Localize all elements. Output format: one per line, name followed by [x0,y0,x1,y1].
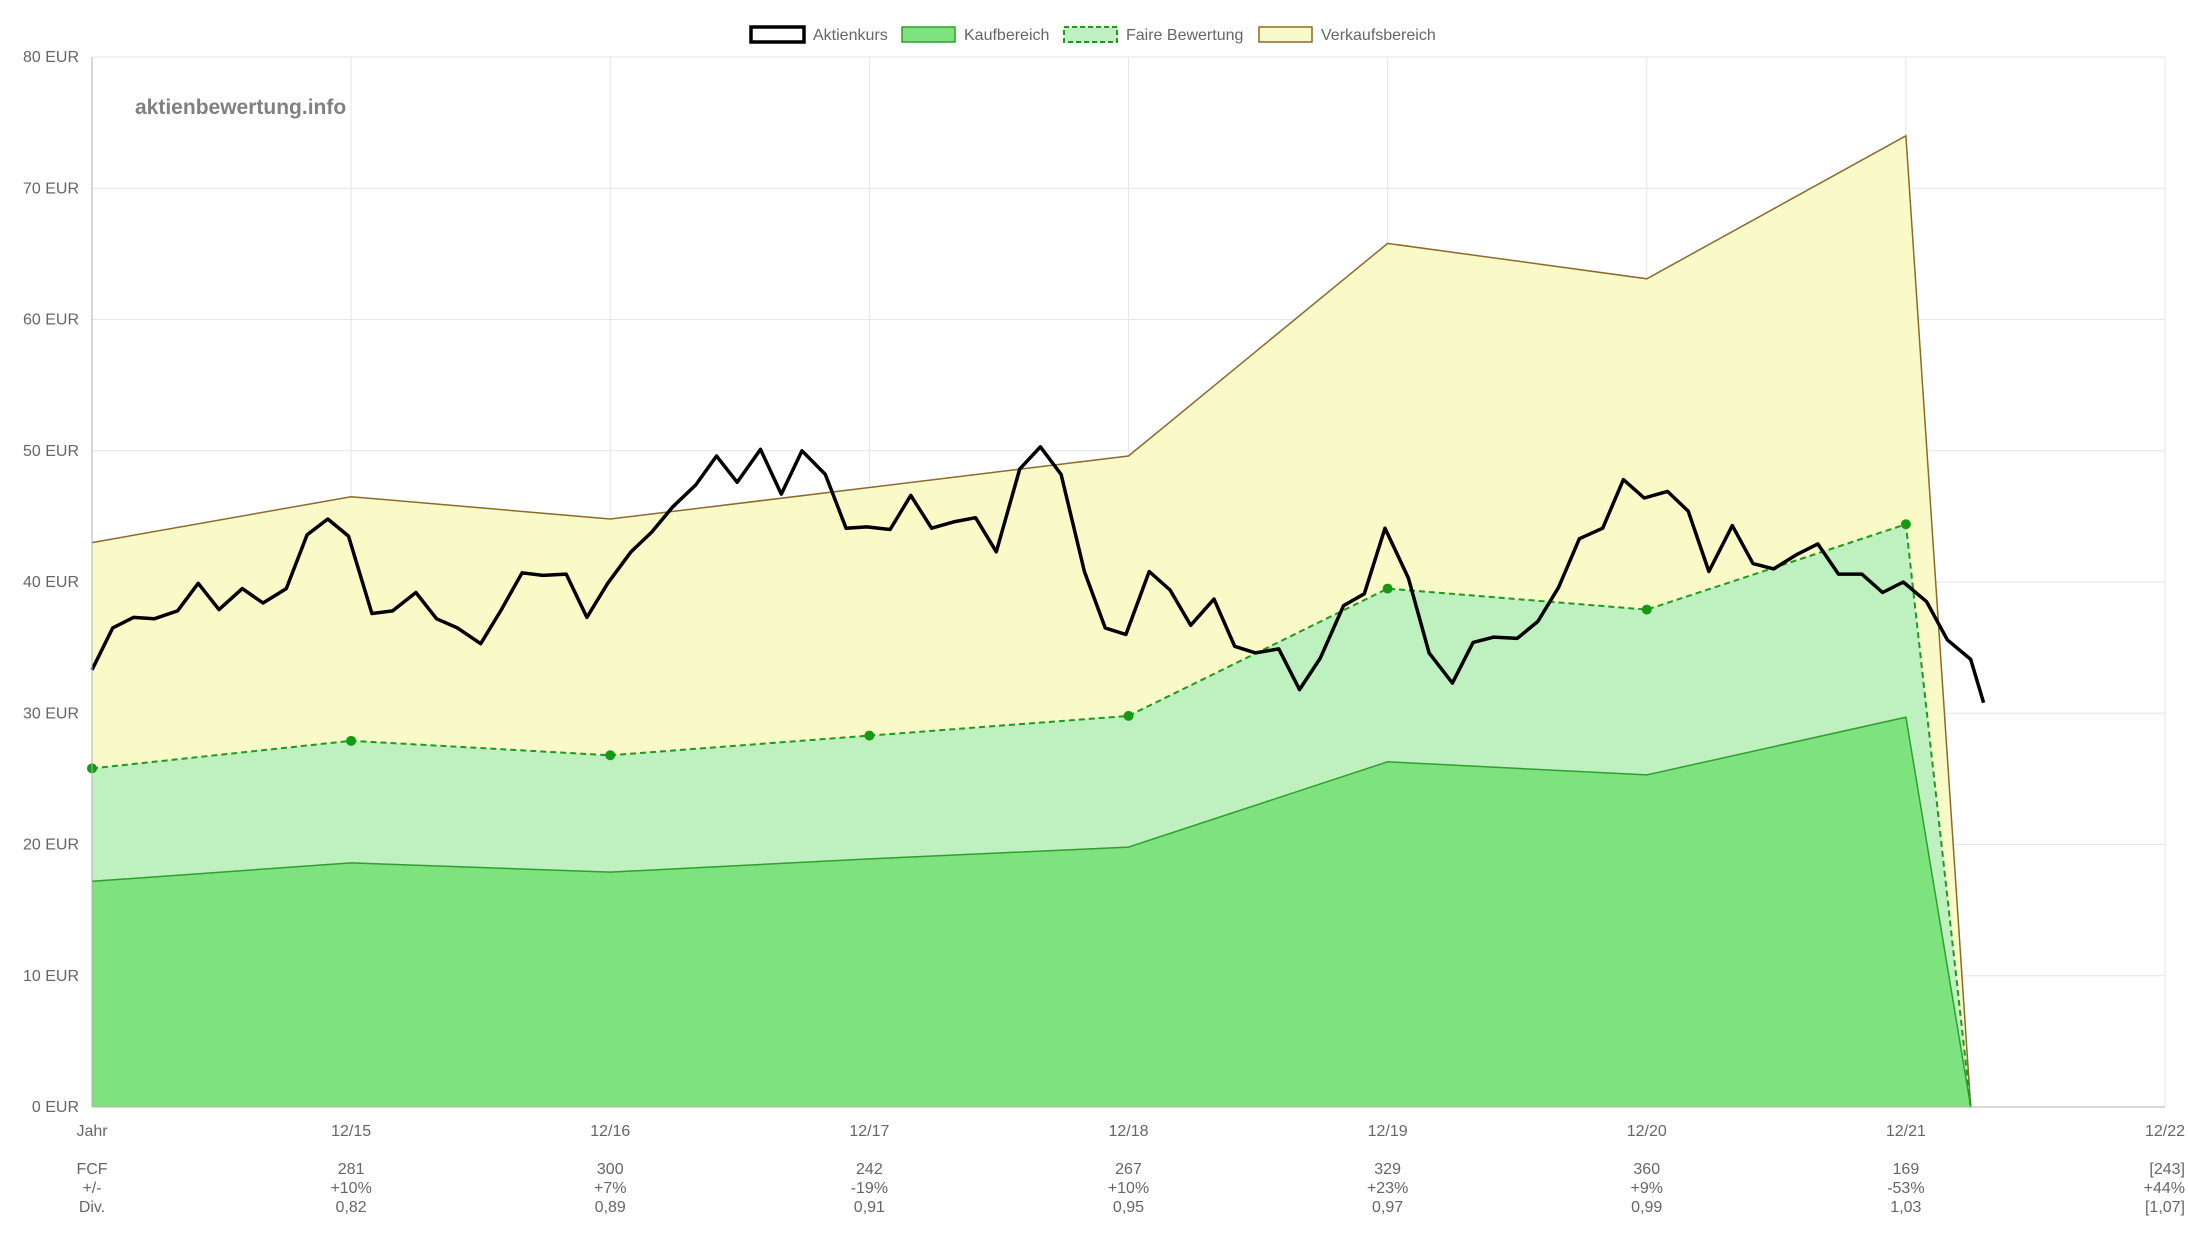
x-tick-label: Jahr [76,1123,108,1140]
x-tick-label: 12/15 [331,1123,371,1140]
table-cell: +10% [330,1180,371,1197]
y-axis-ticks: 0 EUR 10 EUR 20 EUR 30 EUR 40 EUR 50 EUR 60 EU… [23,49,79,1116]
legend: Aktienkurs Kaufbereich Faire Bewertung Verk… [749,25,1436,44]
table-cell: -53% [1887,1180,1924,1197]
y-tick-label: 70 EUR [23,180,79,197]
price-line [90,445,1986,704]
fair-point [1123,710,1134,721]
table-cell: 281 [338,1161,365,1178]
table-cell: 300 [597,1161,624,1178]
y-tick-label: 40 EUR [23,574,79,591]
sell-area [92,135,1971,1108]
y-tick-label: 10 EUR [23,968,79,985]
table-cell: +23% [1367,1180,1408,1197]
table-cell: 0,91 [854,1199,885,1216]
table-cell: +9% [1631,1180,1663,1197]
valuation-areas [92,135,1971,1108]
table-cell: [243] [2149,1161,2185,1178]
y-tick-label: 0 EUR [32,1099,79,1116]
table-cell: [1,07] [2145,1199,2185,1216]
fair-line [91,522,1972,1108]
legend-label: Faire Bewertung [1126,27,1243,44]
x-tick-label: 12/18 [1108,1123,1148,1140]
legend-label: Kaufbereich [964,27,1049,44]
fair-point [1641,604,1652,615]
table-cell: 360 [1633,1161,1660,1178]
legend-label: Verkaufsbereich [1321,27,1436,44]
x-axis-ticks: Jahr 12/15 12/16 12/17 12/18 12/19 12/20 12/21 1… [76,1123,2185,1140]
table-cell: +7% [594,1180,626,1197]
table-row-label: Div. [79,1199,105,1216]
x-tick-label: 12/17 [849,1123,889,1140]
y-tick-label: 30 EUR [23,705,79,722]
x-tick-label: 12/19 [1368,1123,1408,1140]
table-cell: 169 [1893,1161,1920,1178]
x-tick-label: 12/22 [2145,1123,2185,1140]
data-table: FCF 281 300 242 267 329 360 169 [243] +/- +10% +7% -… [76,1161,2185,1216]
y-tick-label: 50 EUR [23,443,79,460]
x-tick-label: 12/16 [590,1123,630,1140]
table-cell: 0,89 [595,1199,626,1216]
buy-line [91,716,1972,1108]
legend-swatch [901,26,956,43]
table-cell: 0,82 [336,1199,367,1216]
buy-area [92,717,1971,1107]
table-cell: +10% [1108,1180,1149,1197]
price-series-line [90,445,1986,704]
table-row-label: FCF [76,1161,107,1178]
table-row-label: +/- [82,1180,101,1197]
y-tick-label: 80 EUR [23,49,79,66]
legend-label: Aktienkurs [813,27,888,44]
fair-point [605,750,616,761]
fair-point [864,730,875,741]
fair-area [92,524,1971,1107]
table-cell: 267 [1115,1161,1142,1178]
table-cell: 0,97 [1372,1199,1403,1216]
x-tick-label: 12/21 [1886,1123,1926,1140]
legend-item-buy[interactable]: Kaufbereich [901,26,1049,44]
table-cell: 0,99 [1631,1199,1662,1216]
sell-line [91,134,1972,1108]
table-cell: 242 [856,1161,883,1178]
table-cell: +44% [2144,1180,2185,1197]
legend-item-fair[interactable]: Faire Bewertung [1063,26,1243,44]
series-lines [91,134,1972,1108]
axes [91,57,2165,1108]
table-cell: 329 [1374,1161,1401,1178]
y-tick-label: 20 EUR [23,837,79,854]
legend-swatch [749,25,806,44]
x-tick-label: 12/20 [1627,1123,1667,1140]
legend-item-sell[interactable]: Verkaufsbereich [1258,26,1436,44]
watermark-text: aktienbewertung.info [135,96,346,119]
y-tick-label: 60 EUR [23,312,79,329]
fair-point [1900,519,1911,530]
table-cell: -19% [851,1180,888,1197]
fair-point [346,735,357,746]
legend-swatch [1258,26,1313,43]
fair-point [1382,583,1393,594]
table-cell: 0,95 [1113,1199,1144,1216]
legend-swatch [1063,26,1118,43]
table-cell: 1,03 [1890,1199,1921,1216]
legend-item-price[interactable]: Aktienkurs [749,25,888,44]
